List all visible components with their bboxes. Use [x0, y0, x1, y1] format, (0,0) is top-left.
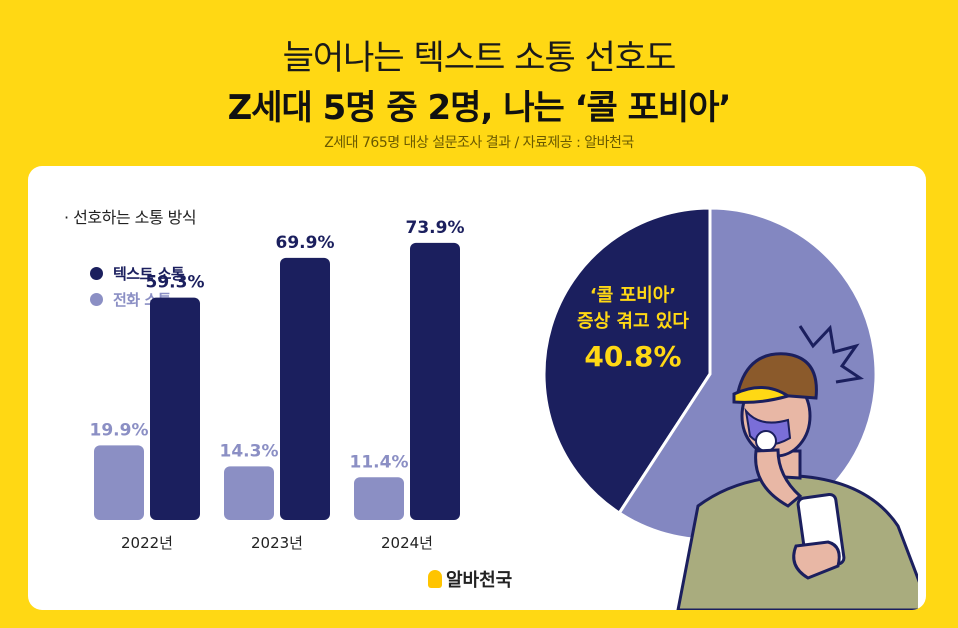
- bar-chart: 19.9% 59.3% 2022년 14.3% 69.9% 2023년 11.4% 73.9%…: [90, 218, 465, 552]
- bar-text-0: [150, 297, 200, 520]
- brand-logo: 알바천국: [428, 566, 512, 592]
- bar-text-1: [280, 257, 330, 520]
- legend-dot-text: [90, 266, 103, 280]
- chart-card: · 선호하는 소통 방식 텍스트 소통 전화 소통 19.9% 59.3% 2022…: [28, 166, 926, 610]
- subtitle: Z세대 765명 대상 설문조사 결과 / 자료제공 : 알바천국: [324, 135, 634, 151]
- bee-logo-icon: [428, 570, 442, 588]
- data-label-text-1: 69.9%: [276, 233, 335, 253]
- legend-dot-call: [90, 292, 103, 306]
- category-label-2: 2024년: [381, 534, 433, 552]
- bar-text-2: [410, 242, 460, 520]
- data-label-call-2: 11.4%: [350, 452, 409, 472]
- data-label-call-0: 19.9%: [90, 420, 149, 440]
- legend: 텍스트 소통 전화 소통: [90, 260, 185, 312]
- pie-label-line-2: 증상 겪고 있다: [577, 311, 689, 332]
- data-label-text-0: 59.3%: [146, 273, 205, 293]
- title-line-2: Z세대 5명 중 2명, 나는 ‘콜 포비아’: [227, 88, 732, 128]
- brand-logo-text: 알바천국: [446, 570, 513, 591]
- person-illustration: [676, 324, 918, 610]
- bar-call-2: [354, 477, 404, 520]
- data-label-text-2: 73.9%: [406, 218, 465, 238]
- section-label: · 선호하는 소통 방식: [64, 208, 197, 227]
- pie-label-line-1: ‘콜 포비아’: [590, 285, 676, 306]
- bar-call-1: [224, 466, 274, 520]
- bar-call-0: [94, 445, 144, 520]
- pie-chart: ‘콜 포비아’ 증상 겪고 있다 40.8%: [542, 206, 918, 610]
- category-label-0: 2022년: [121, 534, 173, 552]
- category-label-1: 2023년: [251, 534, 303, 552]
- legend-label-text: 텍스트 소통: [113, 264, 185, 283]
- legend-item-text: 텍스트 소통: [90, 260, 185, 286]
- pie-label-value: 40.8%: [584, 340, 681, 373]
- title-line-1: 늘어나는 텍스트 소통 선호도: [282, 38, 677, 78]
- data-label-call-1: 14.3%: [220, 441, 279, 461]
